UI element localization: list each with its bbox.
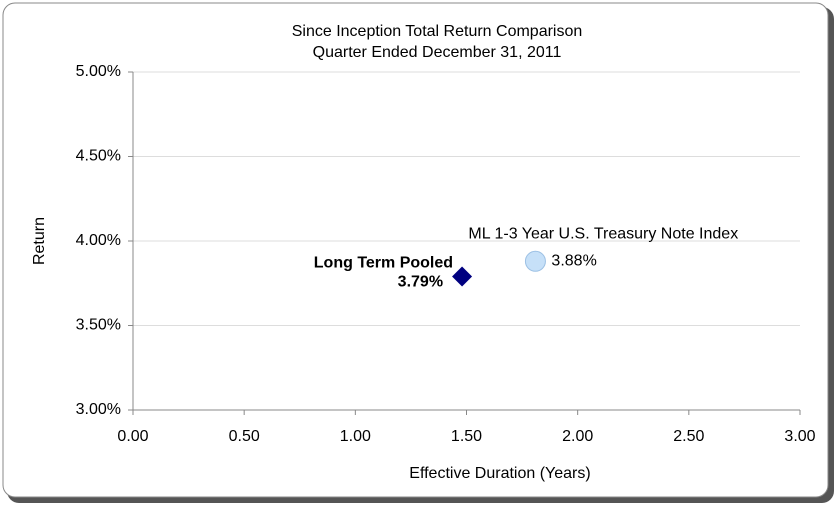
chart-subtitle: Quarter Ended December 31, 2011 (313, 44, 562, 61)
chart-title: Since Inception Total Return Comparison (292, 23, 583, 40)
x-tick-label: 1.50 (451, 428, 482, 445)
series-label: ML 1-3 Year U.S. Treasury Note Index (468, 225, 738, 242)
y-tick-label: 3.00% (76, 401, 121, 418)
x-axis-label: Effective Duration (Years) (409, 465, 590, 482)
y-axis-label: Return (31, 217, 48, 265)
y-tick-label: 4.00% (76, 232, 121, 249)
x-tick-label: 2.00 (562, 428, 593, 445)
x-tick-label: 0.00 (117, 428, 148, 445)
frame (2, 2, 829, 498)
series-label: Long Term Pooled (314, 255, 453, 272)
y-tick-label: 3.50% (76, 317, 121, 334)
value-label: 3.79% (398, 274, 443, 291)
x-tick-label: 3.00 (784, 428, 815, 445)
y-tick-label: 4.50% (76, 148, 121, 165)
point (524, 250, 546, 272)
x-tick-label: 1.00 (340, 428, 371, 445)
point (452, 266, 473, 287)
y-tick-label: 5.00% (76, 63, 121, 80)
x-tick-label: 2.50 (673, 428, 704, 445)
x-tick-label: 0.50 (229, 428, 260, 445)
value-label: 3.88% (551, 252, 596, 269)
